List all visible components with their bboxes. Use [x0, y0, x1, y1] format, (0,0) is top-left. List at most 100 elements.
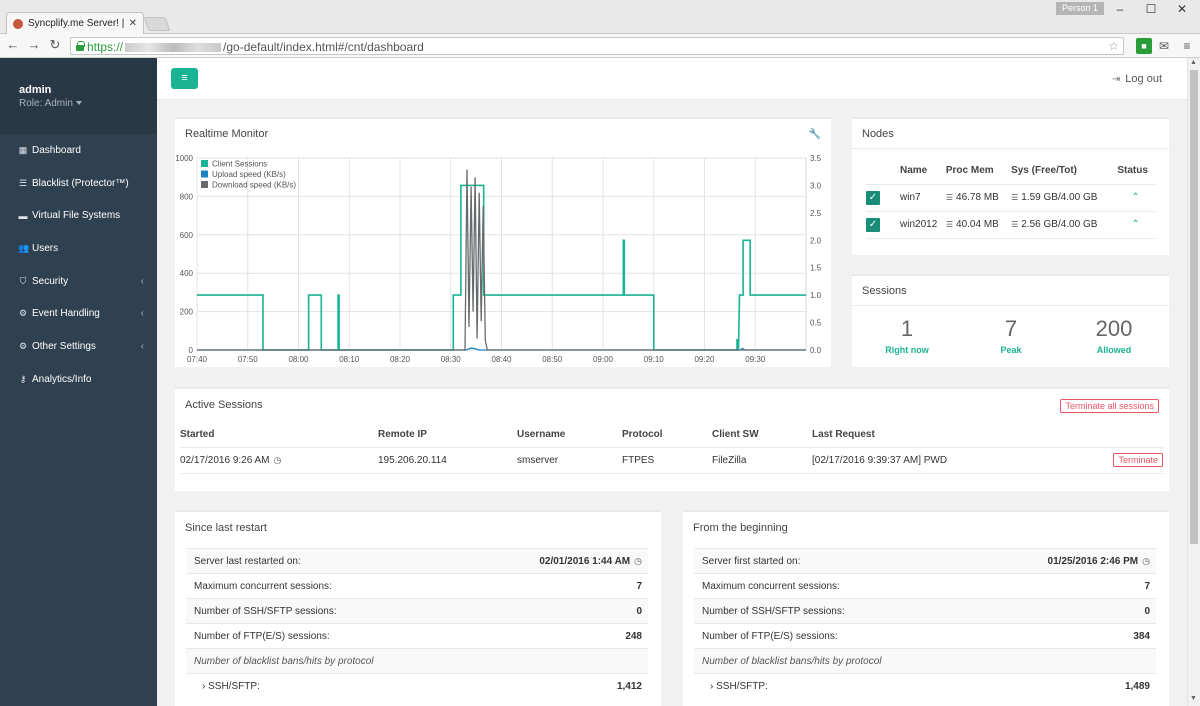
- status-up-icon: ⌃: [1131, 219, 1140, 230]
- panel-title: Realtime Monitor: [185, 128, 269, 140]
- sidebar-item-label: Security: [32, 275, 69, 287]
- table-row: › SSH/SFTP: 1,489: [694, 673, 1156, 699]
- scroll-up-icon[interactable]: ▲: [1190, 59, 1197, 66]
- sidebar-item-label: Event Handling: [32, 308, 100, 320]
- stat-peak: 7 Peak: [1000, 316, 1022, 355]
- redacted-host: [125, 43, 222, 53]
- table-row: Number of blacklist bans/hits by protoco…: [694, 648, 1156, 674]
- panel-title: Active Sessions: [185, 399, 263, 411]
- sidebar-item-users[interactable]: 👥 Users: [0, 232, 157, 265]
- top-navbar: ≡ ⇥ Log out: [157, 58, 1187, 100]
- close-window-icon[interactable]: ✕: [1176, 2, 1188, 16]
- x-tick-label: 08:10: [339, 355, 360, 364]
- sidebar-item-label: Blacklist (Protector™): [32, 177, 129, 189]
- sidebar-item-blacklist-protector[interactable]: ☰ Blacklist (Protector™): [0, 167, 157, 200]
- panel-title: From the beginning: [693, 522, 788, 534]
- col-started: Started: [180, 423, 378, 448]
- sidebar-item-other-settings[interactable]: ⚙ Other Settings ‹: [0, 330, 157, 363]
- grid-icon: ▦: [18, 144, 28, 155]
- sidebar: admin Role: Admin ▦ Dashboard ☰ Blacklist (…: [0, 58, 157, 706]
- chevron-left-icon: ‹: [140, 308, 144, 320]
- col-protocol: Protocol: [622, 423, 712, 448]
- reload-icon[interactable]: ↻: [49, 37, 61, 52]
- x-tick-label: 09:00: [593, 355, 614, 364]
- realtime-monitor-panel: Realtime Monitor 🔧 07:40 07:50 08:00 08:10 0…: [175, 117, 831, 367]
- minimize-icon[interactable]: –: [1116, 2, 1124, 16]
- y-left-tick-label: 800: [180, 192, 194, 201]
- col-client-sw: Client SW: [712, 423, 812, 448]
- favicon-icon: [13, 18, 23, 29]
- new-tab-button[interactable]: [143, 17, 171, 31]
- sidebar-item-security[interactable]: ⛉ Security ‹: [0, 265, 157, 298]
- x-tick-label: 08:40: [491, 355, 512, 364]
- star-icon[interactable]: ☆: [1108, 39, 1119, 53]
- status-up-icon: ⌃: [1131, 192, 1140, 203]
- x-tick-label: 07:40: [187, 355, 208, 364]
- sidebar-item-virtual-file-systems[interactable]: ▬ Virtual File Systems: [0, 199, 157, 232]
- user-name: admin: [19, 84, 52, 96]
- logout-link[interactable]: ⇥ Log out: [1111, 73, 1162, 85]
- y-right-tick-label: 1.0: [810, 291, 822, 300]
- table-row: Maximum concurrent sessions: 7: [186, 573, 648, 599]
- wrench-icon[interactable]: 🔧: [808, 129, 821, 140]
- user-role[interactable]: Role: Admin: [19, 98, 157, 109]
- x-tick-label: 08:50: [542, 355, 563, 364]
- active-sessions-panel: Active Sessions Terminate all sessions S…: [175, 387, 1169, 491]
- profile-block: admin Role: Admin: [0, 58, 157, 134]
- x-tick-label: 09:20: [694, 355, 715, 364]
- maximize-icon[interactable]: ☐: [1145, 2, 1157, 16]
- tab-close-icon[interactable]: ✕: [128, 18, 137, 29]
- y-left-tick-label: 600: [180, 231, 194, 240]
- mail-icon[interactable]: ✉: [1158, 39, 1170, 53]
- x-tick-label: 08:00: [288, 355, 309, 364]
- table-row: 02/17/2016 9:26 AM ◷ 195.206.20.114 smser…: [180, 447, 1163, 474]
- node-row: ✓ win7 ☰ 46.78 MB ☰ 1.59 GB/4.00 GB ⌃: [866, 184, 1155, 212]
- panel-title: Since last restart: [185, 522, 267, 534]
- terminate-session-button[interactable]: Terminate: [1113, 453, 1163, 467]
- address-bar[interactable]: https:///go-default/index.html#/cnt/dash…: [70, 37, 1124, 55]
- sidebar-item-label: Virtual File Systems: [32, 210, 121, 222]
- since-restart-table: Server last restarted on: 02/01/2016 1:44…: [186, 548, 648, 699]
- y-left-tick-label: 400: [180, 269, 194, 278]
- x-tick-label: 09:10: [644, 355, 665, 364]
- y-right-tick-label: 0.5: [810, 319, 822, 328]
- browser-tab[interactable]: Syncplify.me Server! | Serv ✕: [6, 12, 144, 34]
- back-icon[interactable]: ←: [6, 37, 20, 52]
- browser-toolbar: ← → ↻ https:///go-default/index.html#/cn…: [0, 34, 1200, 58]
- sidebar-menu: ▦ Dashboard ☰ Blacklist (Protector™) ▬ Virtua…: [0, 134, 157, 396]
- sidebar-item-event-handling[interactable]: ⚙ Event Handling ‹: [0, 297, 157, 330]
- x-tick-label: 07:50: [238, 355, 259, 364]
- table-row: Server first started on: 01/25/2016 2:46 …: [694, 548, 1156, 574]
- server-icon: ☰: [1011, 220, 1019, 229]
- scroll-thumb[interactable]: [1190, 70, 1198, 544]
- page-scrollbar[interactable]: ▲ ▼: [1187, 58, 1200, 706]
- y-right-tick-label: 0.0: [810, 346, 822, 355]
- terminate-all-button[interactable]: Terminate all sessions: [1060, 399, 1159, 413]
- sidebar-item-dashboard[interactable]: ▦ Dashboard: [0, 134, 157, 167]
- users-icon: 👥: [18, 242, 30, 253]
- since-restart-panel: Since last restart Server last restarted…: [175, 510, 661, 706]
- clock-icon: ◷: [1142, 555, 1150, 566]
- col-username: Username: [517, 423, 622, 448]
- node-name: win2012: [900, 211, 946, 239]
- scroll-down-icon[interactable]: ▼: [1190, 695, 1197, 702]
- menu-icon[interactable]: ≡: [1183, 39, 1191, 53]
- checkbox[interactable]: ✓: [866, 217, 880, 232]
- toggle-sidebar-button[interactable]: ≡: [171, 68, 198, 89]
- memory-icon: ☰: [945, 220, 954, 229]
- y-left-tick-label: 200: [180, 308, 194, 317]
- extension-icon[interactable]: ■: [1136, 38, 1152, 54]
- forward-icon[interactable]: →: [27, 37, 41, 52]
- sidebar-item-analytics-info[interactable]: ⚷ Analytics/Info: [0, 363, 157, 396]
- profile-badge[interactable]: Person 1: [1056, 2, 1105, 15]
- y-right-tick-label: 3.5: [810, 154, 822, 163]
- y-left-tick-label: 0: [189, 346, 194, 355]
- stat-allowed: 200 Allowed: [1095, 316, 1133, 355]
- checkbox[interactable]: ✓: [866, 190, 880, 205]
- col-last-request: Last Request: [812, 423, 1103, 448]
- panel-title: Sessions: [852, 276, 1169, 306]
- panel-title: Nodes: [852, 119, 1169, 149]
- col-sys: Sys (Free/Tot): [1011, 157, 1118, 185]
- x-tick-label: 08:30: [441, 355, 462, 364]
- x-tick-label: 08:20: [390, 355, 411, 364]
